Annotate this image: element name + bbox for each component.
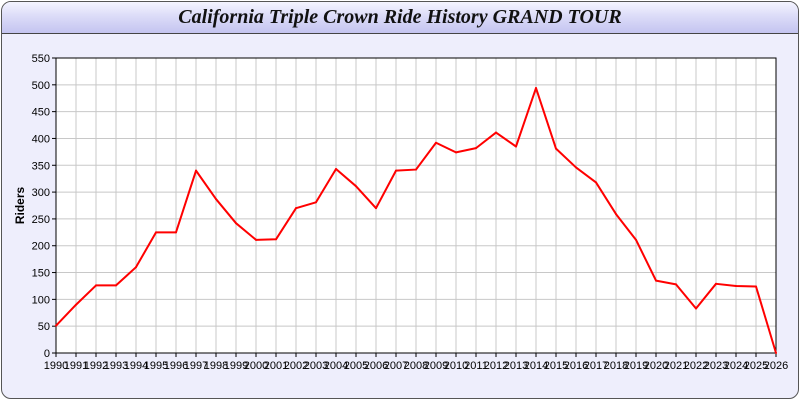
- x-tick-label: 2025: [744, 360, 768, 372]
- data-point: [515, 145, 517, 148]
- data-point: [455, 151, 457, 154]
- data-point: [115, 284, 117, 287]
- x-tick-label: 2005: [344, 360, 368, 372]
- x-tick-label: 2020: [644, 360, 668, 372]
- y-tick-label: 350: [32, 160, 50, 172]
- data-point: [135, 266, 137, 269]
- x-tick-label: 2016: [564, 360, 588, 372]
- data-point: [215, 198, 217, 201]
- x-tick-label: 1991: [64, 360, 88, 372]
- data-point: [735, 284, 737, 287]
- x-tick-label: 1999: [224, 360, 248, 372]
- data-point: [475, 147, 477, 150]
- data-point: [75, 303, 77, 306]
- y-tick-label: 0: [44, 348, 50, 360]
- x-tick-label: 2013: [504, 360, 528, 372]
- y-tick-label: 500: [32, 80, 50, 92]
- data-point: [155, 231, 157, 234]
- y-tick-label: 300: [32, 187, 50, 199]
- x-tick-label: 2012: [484, 360, 508, 372]
- data-point: [495, 131, 497, 134]
- x-tick-label: 2001: [264, 360, 288, 372]
- x-tick-label: 1990: [44, 360, 68, 372]
- data-point: [415, 168, 417, 171]
- x-tick-label: 2011: [464, 360, 488, 372]
- data-point: [355, 185, 357, 188]
- y-tick-label: 200: [32, 241, 50, 253]
- x-tick-label: 2006: [364, 360, 388, 372]
- x-tick-label: 2010: [444, 360, 468, 372]
- x-tick-label: 1995: [144, 360, 168, 372]
- x-tick-label: 1996: [164, 360, 188, 372]
- data-point: [535, 87, 537, 90]
- x-tick-label: 2022: [684, 360, 708, 372]
- x-tick-label: 2008: [404, 360, 428, 372]
- x-tick-label: 2024: [724, 360, 748, 372]
- data-point: [255, 238, 257, 241]
- x-tick-label: 2026: [764, 360, 788, 372]
- x-tick-label: 2009: [424, 360, 448, 372]
- data-point: [775, 352, 777, 354]
- y-tick-label: 100: [32, 294, 50, 306]
- x-tick-label: 2017: [584, 360, 608, 372]
- y-tick-label: 250: [32, 214, 50, 226]
- title-bar: California Triple Crown Ride History GRA…: [2, 2, 798, 34]
- x-tick-label: 1992: [84, 360, 108, 372]
- x-tick-label: 1994: [124, 360, 148, 372]
- x-tick-label: 2014: [524, 360, 548, 372]
- y-tick-label: 550: [32, 53, 50, 65]
- data-point: [235, 222, 237, 225]
- x-tick-label: 2018: [604, 360, 628, 372]
- y-tick-label: 450: [32, 107, 50, 119]
- data-point: [275, 238, 277, 241]
- x-tick-label: 2000: [244, 360, 268, 372]
- data-point: [335, 168, 337, 171]
- x-tick-label: 1998: [204, 360, 228, 372]
- x-tick-label: 2004: [324, 360, 348, 372]
- data-point: [715, 282, 717, 285]
- x-tick-label: 2003: [304, 360, 328, 372]
- x-tick-label: 2019: [624, 360, 648, 372]
- data-point: [655, 279, 657, 282]
- data-point: [435, 141, 437, 144]
- data-point: [195, 169, 197, 172]
- data-point: [295, 207, 297, 210]
- x-tick-label: 1997: [184, 360, 208, 372]
- data-point: [95, 284, 97, 287]
- x-tick-label: 2021: [664, 360, 688, 372]
- y-tick-label: 50: [38, 321, 50, 333]
- x-tick-label: 2002: [284, 360, 308, 372]
- x-tick-label: 1993: [104, 360, 128, 372]
- data-point: [315, 201, 317, 204]
- data-point: [575, 166, 577, 169]
- data-point: [755, 285, 757, 288]
- data-point: [675, 283, 677, 286]
- data-point: [595, 181, 597, 184]
- data-point: [55, 324, 57, 327]
- data-point: [375, 207, 377, 210]
- data-point: [395, 169, 397, 172]
- data-point: [555, 147, 557, 150]
- y-tick-label: 400: [32, 133, 50, 145]
- chart-title: California Triple Crown Ride History GRA…: [178, 6, 622, 28]
- x-tick-label: 2015: [544, 360, 568, 372]
- data-point: [615, 213, 617, 216]
- x-tick-label: 2023: [704, 360, 728, 372]
- data-point: [635, 238, 637, 241]
- data-point: [175, 231, 177, 234]
- y-tick-label: 150: [32, 268, 50, 280]
- y-axis-label: Riders: [13, 187, 27, 225]
- x-tick-label: 2007: [384, 360, 408, 372]
- data-point: [695, 307, 697, 310]
